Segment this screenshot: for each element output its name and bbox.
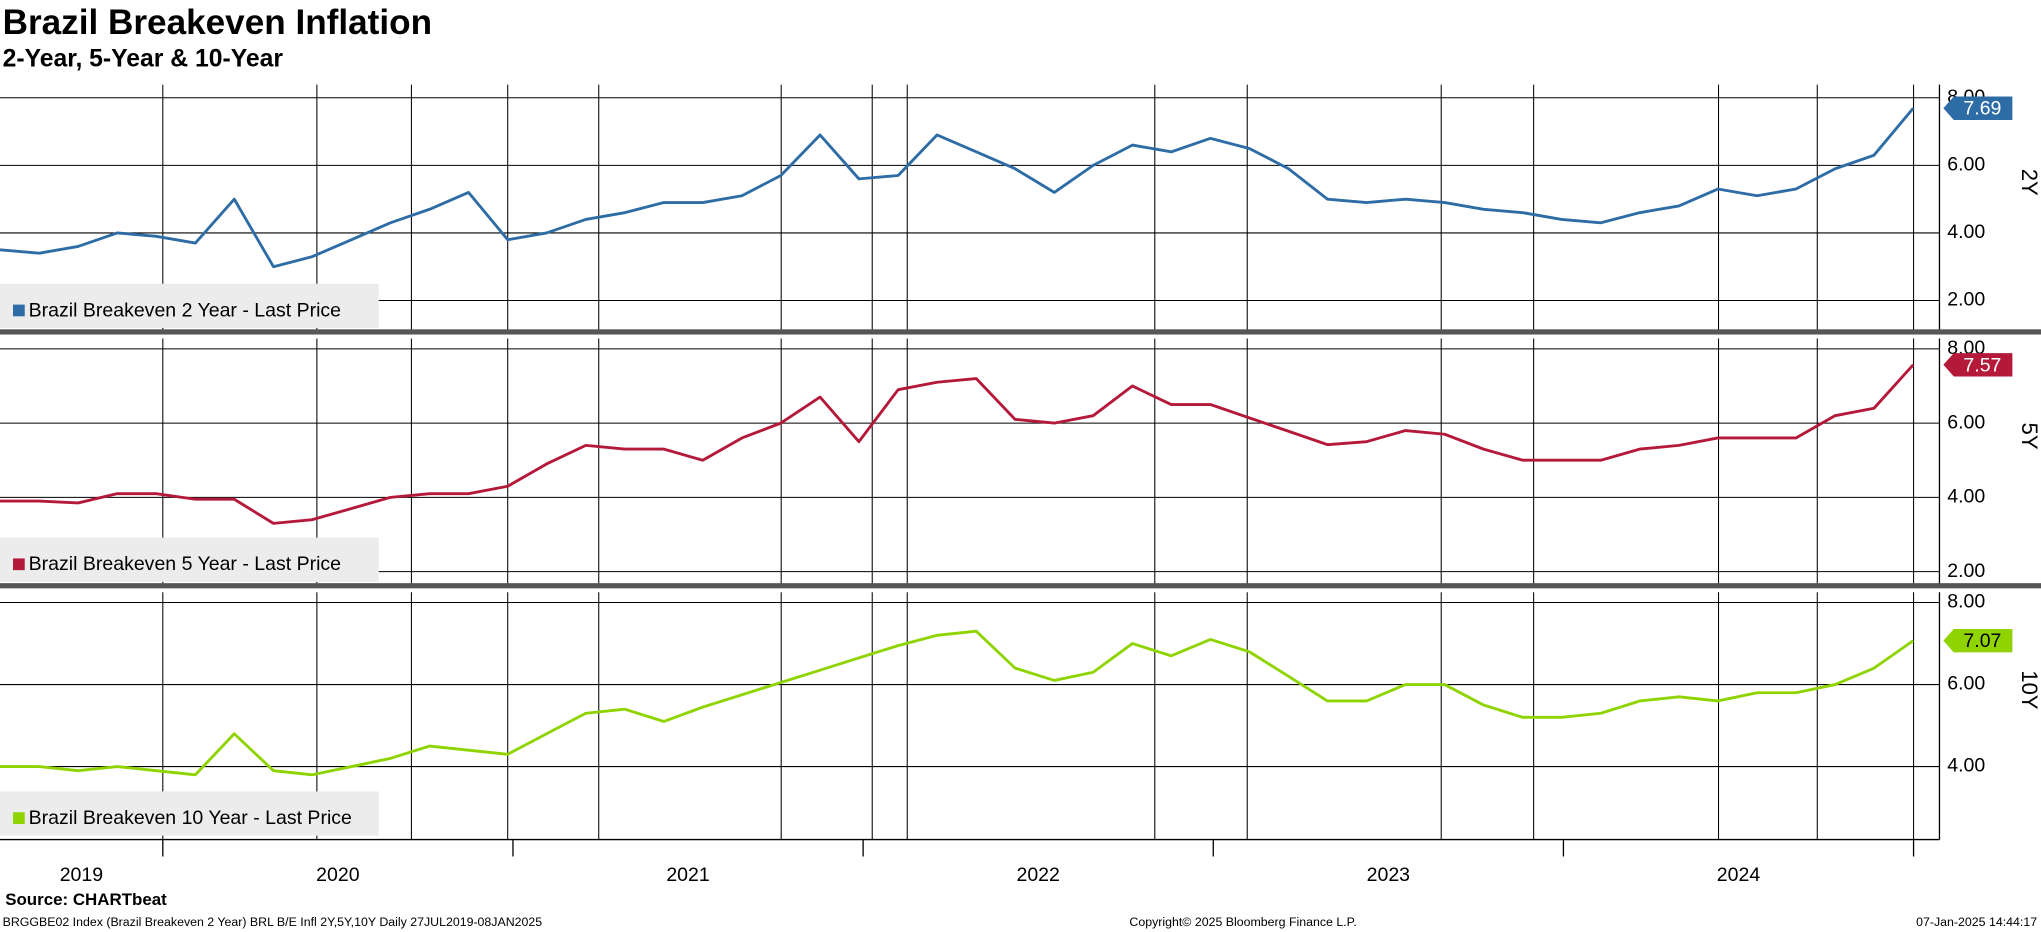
y-tick-label: 6.00: [1947, 154, 1985, 176]
legend-swatch: [13, 558, 25, 571]
x-tick-label: 2020: [316, 864, 360, 886]
last-price-tag: [1943, 628, 2013, 653]
timestamp: 07-Jan-2025 14:44:17: [1916, 915, 2037, 929]
y-tick-label: 2.00: [1947, 289, 1985, 311]
y-tick-label: 6.00: [1947, 411, 1985, 433]
legend-label: Brazil Breakeven 2 Year - Last Price: [29, 299, 341, 321]
legend-swatch: [13, 304, 25, 317]
panel-label: 10Y: [2017, 670, 2041, 710]
panel-separator: [0, 329, 2041, 335]
panel-separator: [0, 583, 2041, 589]
legend-box: [0, 283, 379, 329]
last-price-tag: [1943, 353, 2013, 377]
x-tick-label: 2023: [1367, 864, 1410, 886]
legend-box: [0, 791, 379, 836]
legend-swatch: [13, 812, 25, 824]
legend-label: Brazil Breakeven 10 Year - Last Price: [29, 807, 352, 829]
index-info: BRGGBE02 Index (Brazil Breakeven 2 Year)…: [3, 915, 543, 929]
series-line: [0, 107, 1915, 269]
last-price-label: 7.07: [1963, 630, 2001, 652]
series-line: [0, 363, 1915, 525]
last-price-tag: [1943, 96, 2013, 120]
last-price-label: 7.69: [1963, 98, 2001, 120]
x-tick-label: 2022: [1016, 864, 1059, 886]
y-tick-label: 4.00: [1947, 486, 1985, 508]
panel-label: 2Y: [2017, 169, 2041, 196]
x-tick-label: 2024: [1717, 864, 1761, 886]
copyright: Copyright© 2025 Bloomberg Finance L.P.: [1129, 915, 1356, 929]
y-tick-label: 4.00: [1947, 755, 1985, 777]
panel-label: 5Y: [2017, 423, 2041, 450]
last-price-label: 7.57: [1963, 354, 2001, 376]
x-tick-label: 2021: [666, 864, 709, 886]
series-line: [0, 629, 1915, 777]
y-tick-label: 8.00: [1947, 591, 1985, 613]
x-tick-label: 2019: [60, 864, 103, 886]
y-tick-label: 4.00: [1947, 221, 1985, 243]
legend-box: [0, 537, 379, 582]
y-tick-label: 6.00: [1947, 673, 1985, 695]
chart-title: Brazil Breakeven Inflation: [3, 3, 432, 42]
y-tick-label: 2.00: [1947, 560, 1985, 582]
source: Source: CHARTbeat: [5, 890, 167, 909]
chart-subtitle: 2-Year, 5-Year & 10-Year: [3, 45, 284, 72]
legend-label: Brazil Breakeven 5 Year - Last Price: [29, 553, 341, 575]
